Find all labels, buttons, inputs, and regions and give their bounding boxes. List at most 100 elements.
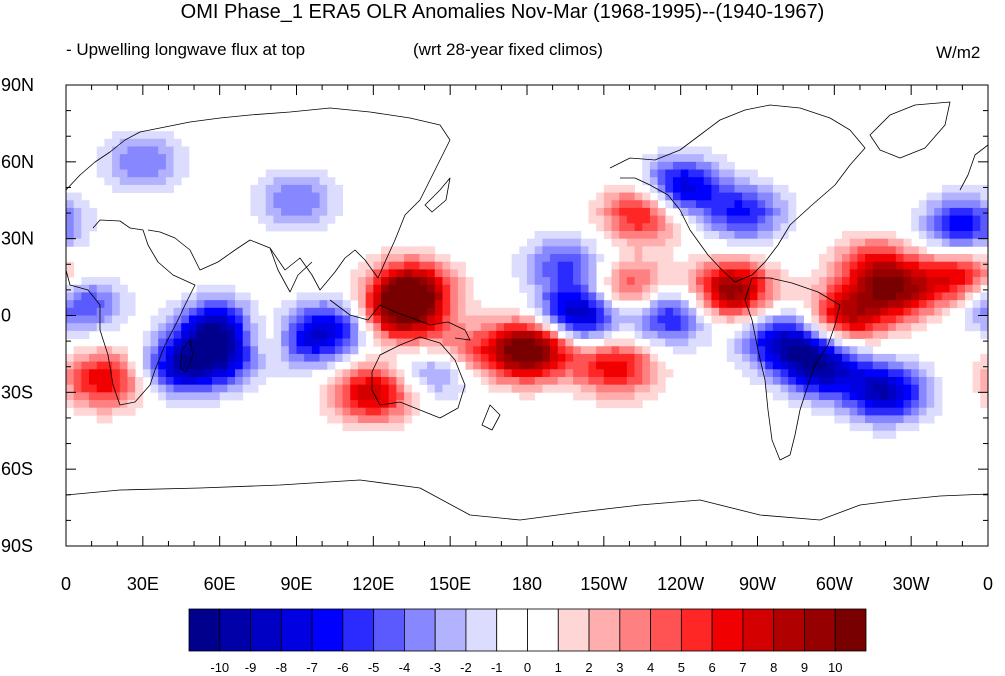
field-cell xyxy=(219,338,228,347)
field-cell xyxy=(365,369,374,378)
field-cell xyxy=(588,215,597,224)
field-cell xyxy=(534,246,543,255)
field-cell xyxy=(726,284,735,293)
field-cell xyxy=(319,330,328,339)
field-cell xyxy=(89,315,98,324)
field-cell xyxy=(749,223,758,232)
field-cell xyxy=(112,407,121,416)
field-cell xyxy=(634,200,643,209)
field-cell xyxy=(734,315,743,324)
field-cell xyxy=(419,307,428,316)
field-cell xyxy=(89,376,98,386)
field-cell xyxy=(788,207,797,217)
field-cell xyxy=(642,154,651,163)
field-cell xyxy=(818,407,828,416)
field-cell xyxy=(803,361,812,370)
field-cell xyxy=(872,323,881,332)
field-cell xyxy=(964,292,974,301)
field-cell xyxy=(89,353,98,362)
field-cell xyxy=(765,369,774,378)
field-cell xyxy=(964,315,974,324)
field-cell xyxy=(611,230,620,240)
field-cell xyxy=(949,184,958,193)
field-cell xyxy=(373,361,382,370)
field-cell xyxy=(211,338,221,347)
field-cell xyxy=(350,346,359,355)
field-cell xyxy=(542,269,551,278)
field-cell xyxy=(550,284,559,293)
field-cell xyxy=(66,400,75,409)
field-cell xyxy=(803,292,812,301)
field-cell xyxy=(81,346,90,355)
field-cell xyxy=(911,315,920,324)
field-cell xyxy=(957,261,966,270)
field-cell xyxy=(772,323,781,332)
field-cell xyxy=(411,269,420,278)
field-cell xyxy=(381,415,390,424)
field-cell xyxy=(788,361,797,370)
field-cell xyxy=(427,254,436,263)
field-cell xyxy=(381,376,390,386)
field-cell xyxy=(911,307,920,316)
field-cell xyxy=(795,361,804,370)
field-cell xyxy=(96,400,105,409)
field-cell xyxy=(250,207,259,217)
field-cell xyxy=(396,400,405,409)
field-cell xyxy=(795,315,804,324)
field-cell xyxy=(381,292,390,301)
field-cell xyxy=(365,407,374,416)
field-cell xyxy=(181,169,190,178)
field-cell xyxy=(803,300,812,309)
field-cell xyxy=(311,315,320,324)
field-cell xyxy=(219,346,228,355)
field-cell xyxy=(104,361,113,370)
field-cell xyxy=(888,376,897,386)
field-cell xyxy=(634,292,643,301)
field-cell xyxy=(872,407,881,416)
field-cell xyxy=(696,277,705,286)
field-cell xyxy=(580,238,589,247)
field-cell xyxy=(519,261,528,270)
field-cell xyxy=(834,369,843,378)
field-cell xyxy=(918,315,927,324)
field-cell xyxy=(619,338,628,347)
field-cell xyxy=(726,230,735,240)
field-cell xyxy=(865,315,874,324)
field-cell xyxy=(788,323,797,332)
field-cell xyxy=(688,200,697,209)
field-cell xyxy=(165,400,174,409)
field-cell xyxy=(903,353,912,362)
field-cell xyxy=(749,323,758,332)
field-cell xyxy=(964,215,974,224)
field-cell xyxy=(158,353,167,362)
field-cell xyxy=(903,292,912,301)
field-cell xyxy=(895,392,904,401)
field-cell xyxy=(765,284,774,293)
field-cell xyxy=(665,300,674,309)
field-cell xyxy=(258,315,267,324)
field-cell xyxy=(703,146,712,155)
field-cell xyxy=(642,361,651,370)
field-cell xyxy=(772,200,781,209)
field-cell xyxy=(557,284,566,293)
field-cell xyxy=(304,215,313,224)
field-cell xyxy=(742,361,751,370)
field-cell xyxy=(980,223,988,232)
field-cell xyxy=(619,277,628,286)
field-cell xyxy=(381,323,390,332)
field-cell xyxy=(903,407,912,416)
field-cell xyxy=(165,376,174,386)
field-cell xyxy=(511,361,520,370)
field-cell xyxy=(964,230,974,240)
field-cell xyxy=(672,346,682,355)
field-cell xyxy=(327,384,336,393)
field-cell xyxy=(381,392,390,401)
field-cell xyxy=(96,415,105,424)
field-cell xyxy=(911,400,920,409)
field-cell xyxy=(81,215,90,224)
field-cell xyxy=(135,131,144,140)
field-cell xyxy=(626,292,635,301)
field-cell xyxy=(350,392,359,401)
field-cell xyxy=(158,184,167,193)
field-cell xyxy=(511,369,520,378)
